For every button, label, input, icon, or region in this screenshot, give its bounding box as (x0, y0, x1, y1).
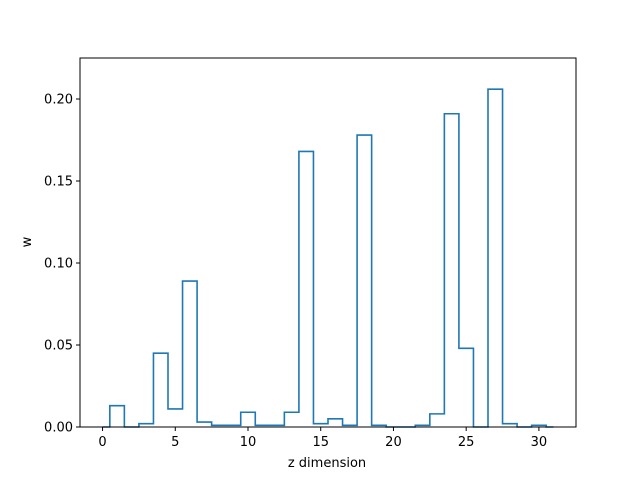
histogram-bin (110, 406, 125, 427)
histogram-bin (444, 114, 459, 427)
y-tick-label: 0.20 (44, 93, 73, 108)
y-tick-label: 0.10 (44, 257, 73, 272)
histogram-bin (430, 414, 445, 427)
axes-frame (79, 57, 577, 428)
histogram-bin (284, 412, 299, 427)
histogram-bin (183, 281, 198, 427)
plot-area (79, 57, 577, 428)
x-tick-label: 10 (240, 435, 257, 450)
y-tick-label: 0.05 (44, 339, 73, 354)
histogram-bin (153, 353, 168, 427)
x-tick-label: 0 (98, 435, 106, 450)
histogram-bin (168, 409, 183, 427)
x-tick-label: 5 (171, 435, 179, 450)
histogram-bin (459, 348, 474, 427)
x-tick-label: 15 (312, 435, 329, 450)
x-tick-label: 25 (458, 435, 475, 450)
y-tick-label: 0.15 (44, 175, 73, 190)
y-tick-label: 0.00 (44, 421, 73, 436)
histogram-bin (299, 151, 314, 427)
x-axis-label: z dimension (288, 456, 366, 471)
y-axis-label: w (20, 236, 35, 247)
histogram-bin (488, 89, 503, 427)
histogram-bin (241, 412, 256, 427)
x-axis: 0 5 10 15 20 25 30 (98, 427, 547, 450)
histogram-bin (357, 135, 372, 427)
histogram-bin (197, 422, 212, 427)
histogram-bin (328, 419, 343, 427)
x-tick-label: 30 (531, 435, 548, 450)
x-tick-label: 20 (385, 435, 402, 450)
y-axis: 0.00 0.05 0.10 0.15 0.20 (44, 93, 80, 436)
